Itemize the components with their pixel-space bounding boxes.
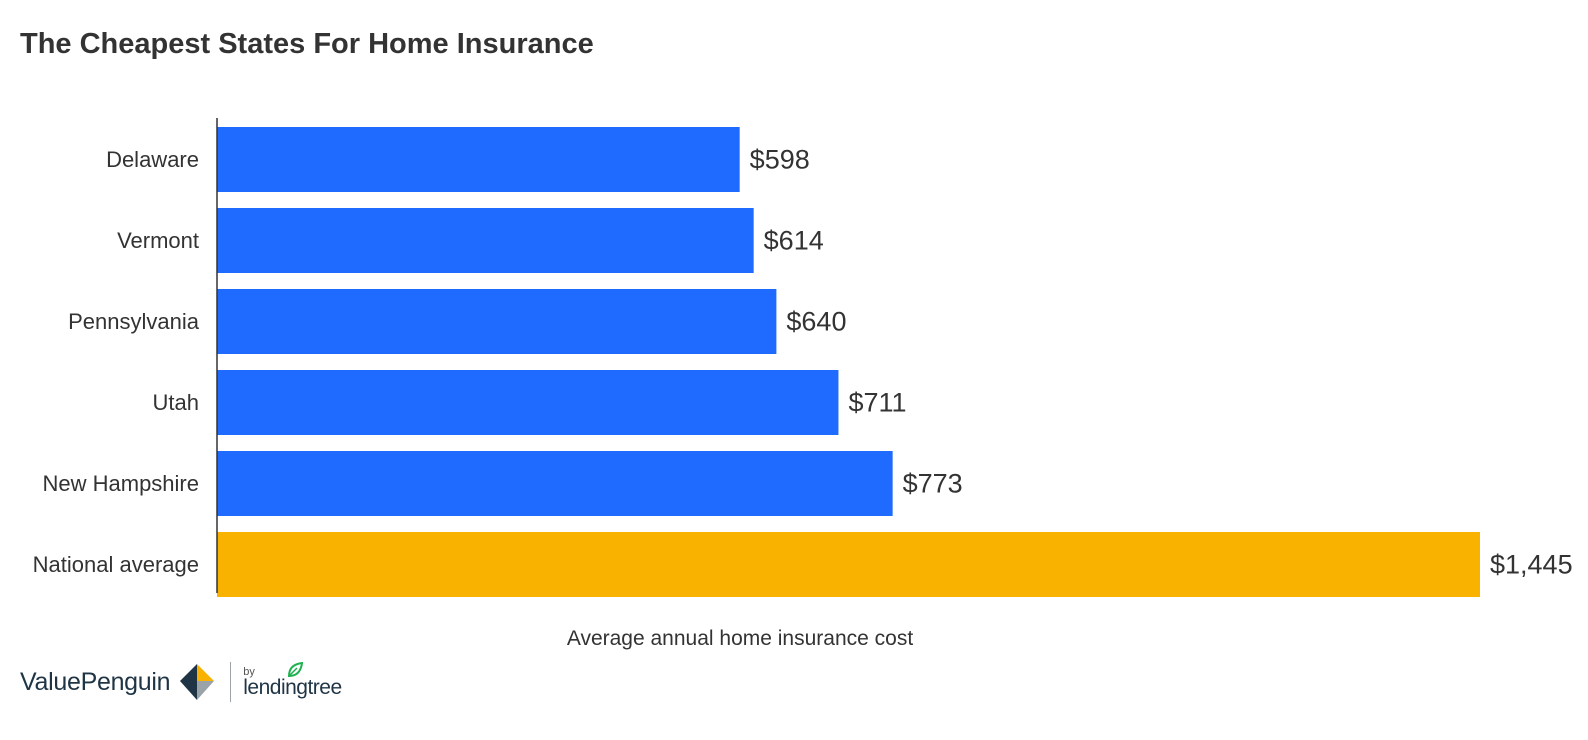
category-label: Vermont <box>117 228 199 253</box>
footer-logos: ValuePenguin by lendingtree <box>20 660 373 704</box>
value-label: $711 <box>848 388 906 418</box>
bar-new-hampshire <box>217 451 893 516</box>
bar-delaware <box>217 127 740 192</box>
bars-layer: Delaware $598 Vermont $614 Pennsylvania $640 U… <box>33 127 1573 597</box>
chart-title: The Cheapest States For Home Insurance <box>20 28 594 60</box>
x-axis-label: Average annual home insurance cost <box>567 627 914 650</box>
value-label: $614 <box>764 226 824 256</box>
bar-pennsylvania <box>217 289 777 354</box>
value-label: $598 <box>750 145 810 175</box>
category-label: National average <box>33 552 199 577</box>
bar-vermont <box>217 208 754 273</box>
category-label: Delaware <box>106 147 199 172</box>
bar-national-average <box>217 532 1480 597</box>
leaf-icon <box>288 662 304 678</box>
by-label: by <box>243 666 255 678</box>
value-label: $773 <box>903 469 963 499</box>
valuepenguin-wordmark: ValuePenguin <box>20 667 171 696</box>
logo-divider <box>230 662 232 702</box>
valuepenguin-logo-icon <box>180 664 215 700</box>
category-label: Utah <box>153 390 199 415</box>
category-label: Pennsylvania <box>68 309 200 334</box>
category-label: New Hampshire <box>43 471 200 496</box>
value-label: $1,445 <box>1490 550 1573 580</box>
value-label: $640 <box>786 307 846 337</box>
lendingtree-logo: by lendingtree <box>243 660 373 704</box>
bar-utah <box>217 370 839 435</box>
lendingtree-wordmark: lendingtree <box>243 676 342 699</box>
